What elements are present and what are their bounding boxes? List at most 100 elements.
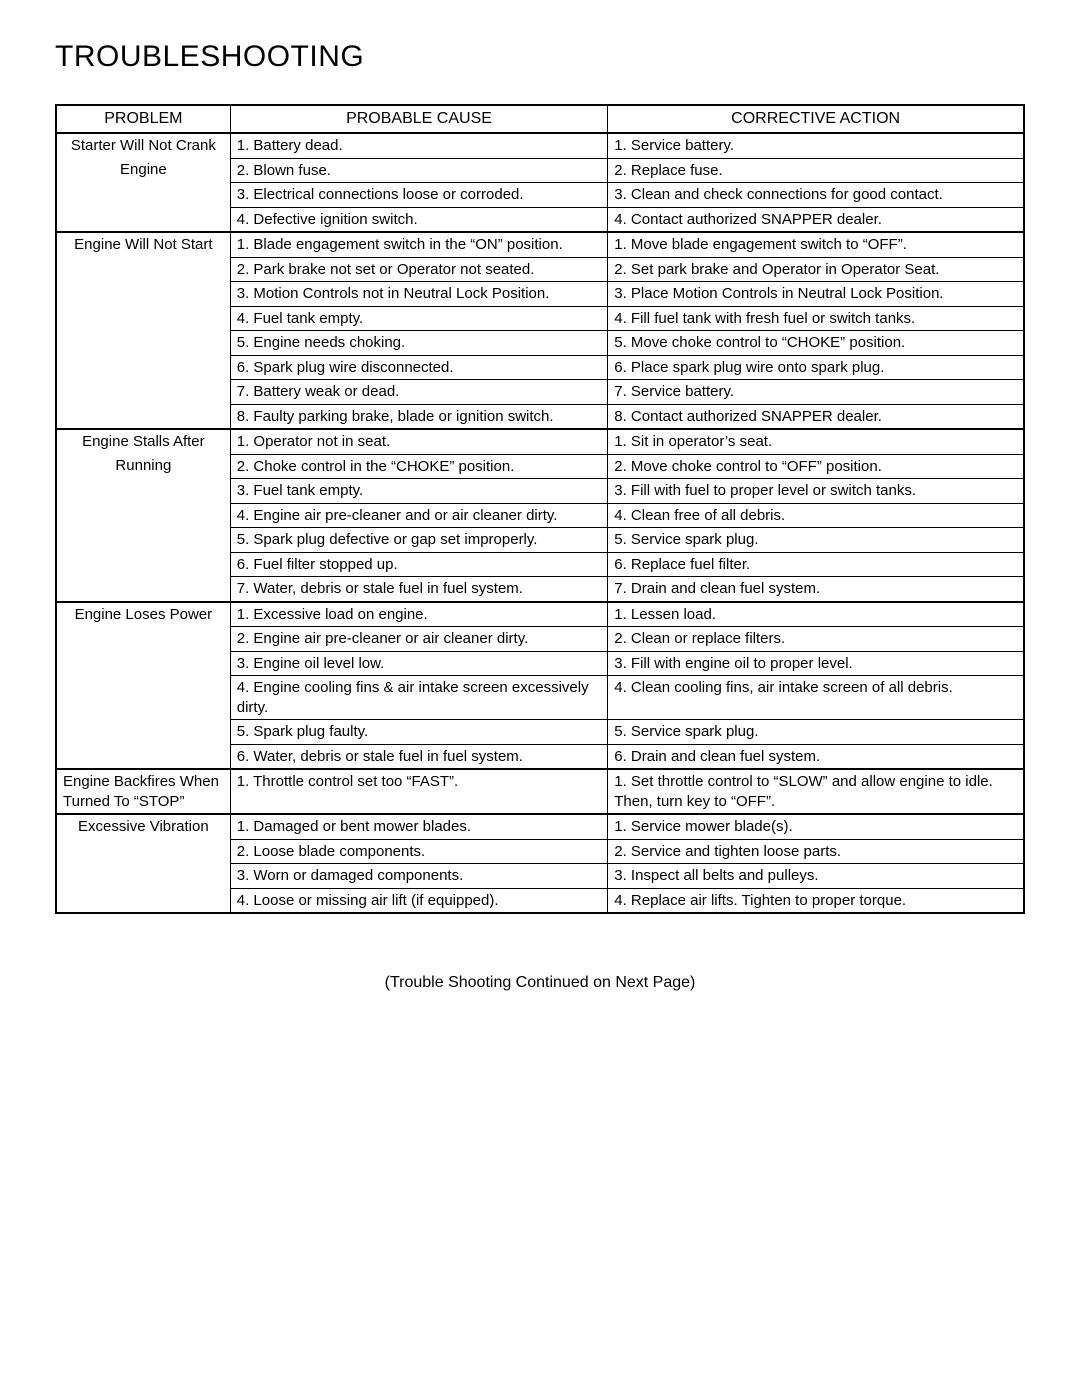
table-row: 4. Engine air pre-cleaner and or air cle… <box>56 503 1024 528</box>
action-cell: 3. Fill with engine oil to proper level. <box>608 651 1024 676</box>
action-cell: 3. Place Motion Controls in Neutral Lock… <box>608 282 1024 307</box>
cause-cell: 3. Worn or damaged components. <box>230 864 608 889</box>
cause-cell: 6. Fuel filter stopped up. <box>230 552 608 577</box>
table-row: Engine Loses Power1. Excessive load on e… <box>56 602 1024 627</box>
problem-cell-empty <box>56 257 230 282</box>
action-cell: 6. Drain and clean fuel system. <box>608 744 1024 769</box>
action-cell: 1. Service mower blade(s). <box>608 814 1024 839</box>
cause-cell: 2. Loose blade components. <box>230 839 608 864</box>
problem-cell-empty <box>56 839 230 864</box>
problem-cell-empty <box>56 676 230 720</box>
action-cell: 2. Move choke control to “OFF” position. <box>608 454 1024 479</box>
table-row: 4. Fuel tank empty.4. Fill fuel tank wit… <box>56 306 1024 331</box>
cause-cell: 6. Water, debris or stale fuel in fuel s… <box>230 744 608 769</box>
table-row: Running2. Choke control in the “CHOKE” p… <box>56 454 1024 479</box>
cause-cell: 3. Engine oil level low. <box>230 651 608 676</box>
cause-cell: 1. Excessive load on engine. <box>230 602 608 627</box>
troubleshooting-table: PROBLEM PROBABLE CAUSE CORRECTIVE ACTION… <box>55 104 1025 914</box>
cause-cell: 2. Engine air pre-cleaner or air cleaner… <box>230 627 608 652</box>
action-cell: 1. Set throttle control to “SLOW” and al… <box>608 769 1024 814</box>
cause-cell: 7. Battery weak or dead. <box>230 380 608 405</box>
table-row: Engine2. Blown fuse.2. Replace fuse. <box>56 158 1024 183</box>
problem-cell-empty <box>56 744 230 769</box>
table-row: Starter Will Not Crank1. Battery dead.1.… <box>56 133 1024 158</box>
cause-cell: 3. Electrical connections loose or corro… <box>230 183 608 208</box>
action-cell: 2. Service and tighten loose parts. <box>608 839 1024 864</box>
table-row: 3. Fuel tank empty.3. Fill with fuel to … <box>56 479 1024 504</box>
table-row: 2. Loose blade components.2. Service and… <box>56 839 1024 864</box>
cause-cell: 4. Fuel tank empty. <box>230 306 608 331</box>
table-row: 5. Engine needs choking.5. Move choke co… <box>56 331 1024 356</box>
table-row: 3. Motion Controls not in Neutral Lock P… <box>56 282 1024 307</box>
problem-cell-empty <box>56 380 230 405</box>
action-cell: 2. Replace fuse. <box>608 158 1024 183</box>
table-row: 3. Engine oil level low.3. Fill with eng… <box>56 651 1024 676</box>
cause-cell: 4. Engine cooling fins & air intake scre… <box>230 676 608 720</box>
table-row: Engine Stalls After1. Operator not in se… <box>56 429 1024 454</box>
problem-cell-empty <box>56 627 230 652</box>
problem-cell-empty <box>56 183 230 208</box>
cause-cell: 8. Faulty parking brake, blade or igniti… <box>230 404 608 429</box>
action-cell: 3. Fill with fuel to proper level or swi… <box>608 479 1024 504</box>
problem-cell-empty <box>56 888 230 913</box>
table-row: Engine Backfires When Turned To “STOP”1.… <box>56 769 1024 814</box>
cause-cell: 1. Operator not in seat. <box>230 429 608 454</box>
action-cell: 7. Drain and clean fuel system. <box>608 577 1024 602</box>
problem-cell-empty <box>56 864 230 889</box>
problem-cell-empty <box>56 651 230 676</box>
cause-cell: 2. Park brake not set or Operator not se… <box>230 257 608 282</box>
table-row: 2. Park brake not set or Operator not se… <box>56 257 1024 282</box>
problem-cell: Starter Will Not Crank <box>56 133 230 158</box>
action-cell: 1. Lessen load. <box>608 602 1024 627</box>
problem-cell-empty <box>56 552 230 577</box>
problem-cell: Engine Loses Power <box>56 602 230 627</box>
header-problem: PROBLEM <box>56 105 230 133</box>
cause-cell: 2. Blown fuse. <box>230 158 608 183</box>
table-row: 4. Engine cooling fins & air intake scre… <box>56 676 1024 720</box>
problem-cell-empty <box>56 503 230 528</box>
table-row: Excessive Vibration1. Damaged or bent mo… <box>56 814 1024 839</box>
problem-cell: Running <box>56 454 230 479</box>
cause-cell: 1. Damaged or bent mower blades. <box>230 814 608 839</box>
action-cell: 3. Clean and check connections for good … <box>608 183 1024 208</box>
problem-cell-empty <box>56 355 230 380</box>
action-cell: 8. Contact authorized SNAPPER dealer. <box>608 404 1024 429</box>
problem-cell: Engine Will Not Start <box>56 232 230 257</box>
action-cell: 1. Move blade engagement switch to “OFF”… <box>608 232 1024 257</box>
cause-cell: 2. Choke control in the “CHOKE” position… <box>230 454 608 479</box>
problem-cell-empty <box>56 306 230 331</box>
action-cell: 2. Clean or replace filters. <box>608 627 1024 652</box>
header-cause: PROBABLE CAUSE <box>230 105 608 133</box>
cause-cell: 6. Spark plug wire disconnected. <box>230 355 608 380</box>
action-cell: 1. Service battery. <box>608 133 1024 158</box>
action-cell: 6. Replace fuel filter. <box>608 552 1024 577</box>
problem-cell: Engine <box>56 158 230 183</box>
action-cell: 3. Inspect all belts and pulleys. <box>608 864 1024 889</box>
action-cell: 5. Service spark plug. <box>608 528 1024 553</box>
table-header-row: PROBLEM PROBABLE CAUSE CORRECTIVE ACTION <box>56 105 1024 133</box>
problem-cell-empty <box>56 720 230 745</box>
problem-cell: Engine Backfires When Turned To “STOP” <box>56 769 230 814</box>
cause-cell: 5. Spark plug faulty. <box>230 720 608 745</box>
table-row: 6. Water, debris or stale fuel in fuel s… <box>56 744 1024 769</box>
action-cell: 4. Clean free of all debris. <box>608 503 1024 528</box>
cause-cell: 4. Defective ignition switch. <box>230 207 608 232</box>
cause-cell: 5. Engine needs choking. <box>230 331 608 356</box>
action-cell: 4. Replace air lifts. Tighten to proper … <box>608 888 1024 913</box>
problem-cell-empty <box>56 207 230 232</box>
problem-cell: Excessive Vibration <box>56 814 230 839</box>
table-row: 3. Electrical connections loose or corro… <box>56 183 1024 208</box>
cause-cell: 5. Spark plug defective or gap set impro… <box>230 528 608 553</box>
action-cell: 5. Service spark plug. <box>608 720 1024 745</box>
page-title: TROUBLESHOOTING <box>55 40 1025 74</box>
table-row: 7. Battery weak or dead.7. Service batte… <box>56 380 1024 405</box>
table-row: 4. Defective ignition switch.4. Contact … <box>56 207 1024 232</box>
problem-cell-empty <box>56 404 230 429</box>
action-cell: 1. Sit in operator’s seat. <box>608 429 1024 454</box>
action-cell: 4. Fill fuel tank with fresh fuel or swi… <box>608 306 1024 331</box>
cause-cell: 1. Throttle control set too “FAST”. <box>230 769 608 814</box>
problem-cell-empty <box>56 479 230 504</box>
table-row: 5. Spark plug faulty.5. Service spark pl… <box>56 720 1024 745</box>
cause-cell: 4. Loose or missing air lift (if equippe… <box>230 888 608 913</box>
action-cell: 5. Move choke control to “CHOKE” positio… <box>608 331 1024 356</box>
